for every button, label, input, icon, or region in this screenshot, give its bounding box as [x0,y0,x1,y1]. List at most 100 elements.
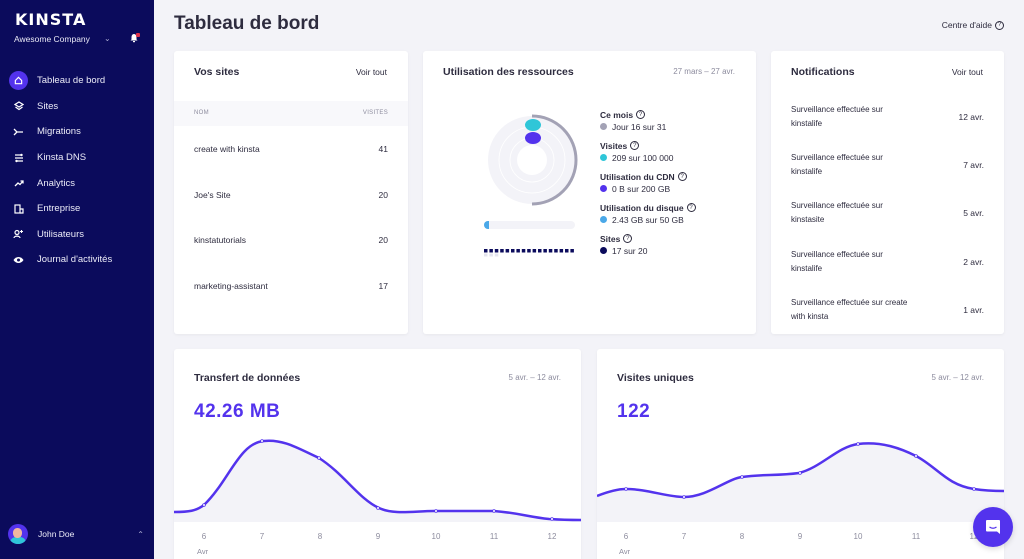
sidebar-item-label: Sites [37,100,59,112]
notifications-card: Notifications Voir tout Surveillance eff… [771,51,1004,334]
kinsta-logo[interactable]: KINSTA [15,10,87,29]
resource-value: 17 sur 20 [612,245,648,256]
x-tick: 8 [739,532,745,541]
sidebar-item-label: Utilisateurs [37,228,84,240]
sidebar: KINSTA Awesome Company ⌄ Tableau de bord… [0,0,154,559]
sidebar-item-dns[interactable]: Kinsta DNS [0,145,154,171]
resource-label: Ce mois [600,109,634,120]
question-icon[interactable]: ? [630,141,640,150]
chat-icon [986,520,1000,534]
disk-usage-bar [484,221,575,229]
site-name: create with kinsta [194,144,260,154]
resource-sites: Sites? 17 sur 20 [600,233,696,257]
notification-date: 12 avr. [958,112,984,122]
notification-text: Surveillance effectuée sur kinstasite [791,201,883,224]
x-axis-month: Avr [619,547,631,556]
resource-visits: Visites? 209 sur 100 000 [600,140,696,164]
x-tick: 7 [259,532,265,541]
notification-text: Surveillance effectuée sur kinstalife [791,153,883,176]
resource-value: 0 B sur 200 GB [612,183,671,194]
resource-label: Utilisation du CDN [600,171,675,182]
user-plus-icon [9,225,28,244]
x-tick: 11 [911,532,921,541]
bell-icon[interactable] [129,33,139,43]
sidebar-item-label: Entreprise [37,203,81,215]
notification-date: 2 avr. [963,257,984,267]
resource-label: Sites [600,233,621,244]
user-name: John Doe [38,529,75,539]
help-center-link[interactable]: Centre d'aide ? [942,20,1004,30]
notification-item[interactable]: Surveillance effectuée sur create with k… [791,295,984,325]
home-icon [9,71,28,91]
sites-table-header: NOM VISITES [174,101,408,126]
dns-icon [9,148,28,167]
question-icon[interactable]: ? [677,172,687,181]
sidebar-item-migrations[interactable]: Migrations [0,119,154,145]
notification-date: 1 avr. [963,305,984,315]
column-header-name[interactable]: NOM [194,110,209,116]
resource-disk: Utilisation du disque? 2.43 GB sur 50 GB [600,202,696,226]
site-visits: 41 [378,144,388,154]
x-tick: 6 [623,532,629,541]
chevron-up-icon: ⌃ [137,529,144,539]
sidebar-item-sites[interactable]: Sites [0,94,154,120]
question-icon[interactable]: ? [636,110,646,119]
x-tick: 12 [547,532,557,541]
card-title: Transfert de données [194,372,301,384]
resource-this-month: Ce mois? Jour 16 sur 31 [600,109,696,133]
question-icon[interactable]: ? [686,203,696,212]
x-axis: 6 7 8 9 10 11 12 Avr [597,522,1004,559]
notification-text: Surveillance effectuée sur kinstalife [791,250,883,273]
column-header-visits[interactable]: VISITES [362,110,388,116]
table-row[interactable]: marketing-assistant 17 [194,281,388,295]
sidebar-item-label: Kinsta DNS [37,152,87,164]
building-icon [9,199,28,218]
sidebar-item-label: Analytics [37,177,76,189]
unique-visits-card: Visites uniques 5 avr. – 12 avr. 122 6 7… [597,349,1004,559]
help-center-label: Centre d'aide [941,20,992,30]
resource-cdn: Utilisation du CDN? 0 B sur 200 GB [600,171,696,195]
sidebar-item-analytics[interactable]: Analytics [0,170,154,196]
card-title: Utilisation des ressources [443,66,574,78]
data-transfer-card: Transfert de données 5 avr. – 12 avr. 42… [174,349,581,559]
legend-dot [600,185,607,192]
resource-value: 2.43 GB sur 50 GB [612,214,684,225]
x-tick: 12 [969,532,979,541]
sidebar-item-users[interactable]: Utilisateurs [0,222,154,248]
page-title: Tableau de bord [174,13,320,34]
x-tick: 10 [853,532,863,541]
unique-visits-chart [597,442,1004,522]
resource-donut-chart [488,114,578,206]
notification-item[interactable]: Surveillance effectuée sur kinstalife 12… [791,102,984,132]
sidebar-item-dashboard[interactable]: Tableau de bord [0,68,154,94]
resource-label: Visites [600,140,628,151]
sidebar-item-activity-log[interactable]: Journal d'activités [0,247,154,273]
x-tick: 8 [317,532,323,541]
notification-item[interactable]: Surveillance effectuée sur kinstasite 5 … [791,198,984,228]
legend-dot [600,216,607,223]
trend-icon [9,174,28,193]
company-selector[interactable]: Awesome Company [14,34,90,44]
table-row[interactable]: Joe's Site 20 [194,190,388,204]
question-icon[interactable]: ? [623,234,633,243]
sidebar-item-company[interactable]: Entreprise [0,196,154,222]
notification-text: Surveillance effectuée sur create with k… [791,298,908,321]
notification-item[interactable]: Surveillance effectuée sur kinstalife 2 … [791,247,984,277]
date-range: 5 avr. – 12 avr. [508,373,561,382]
chevron-down-icon[interactable]: ⌄ [104,34,111,43]
table-row[interactable]: create with kinsta 41 [194,144,388,158]
resource-legend: Ce mois? Jour 16 sur 31 Visites? 209 sur… [600,109,696,264]
data-transfer-total: 42.26 MB [194,401,281,422]
table-row[interactable]: kinstatutorials 20 [194,235,388,249]
user-menu[interactable]: John Doe ⌃ [8,524,148,544]
legend-dot [600,123,607,130]
x-axis-month: Avr [197,547,209,556]
view-all-notifications-link[interactable]: Voir tout [951,67,983,77]
view-all-sites-link[interactable]: Voir tout [355,67,387,77]
card-title: Visites uniques [617,372,694,384]
sites-card: Vos sites Voir tout NOM VISITES create w… [174,51,408,334]
notification-item[interactable]: Surveillance effectuée sur kinstalife 7 … [791,150,984,180]
chat-support-button[interactable] [973,507,1013,547]
notification-date: 5 avr. [963,208,984,218]
legend-dot [600,154,607,161]
